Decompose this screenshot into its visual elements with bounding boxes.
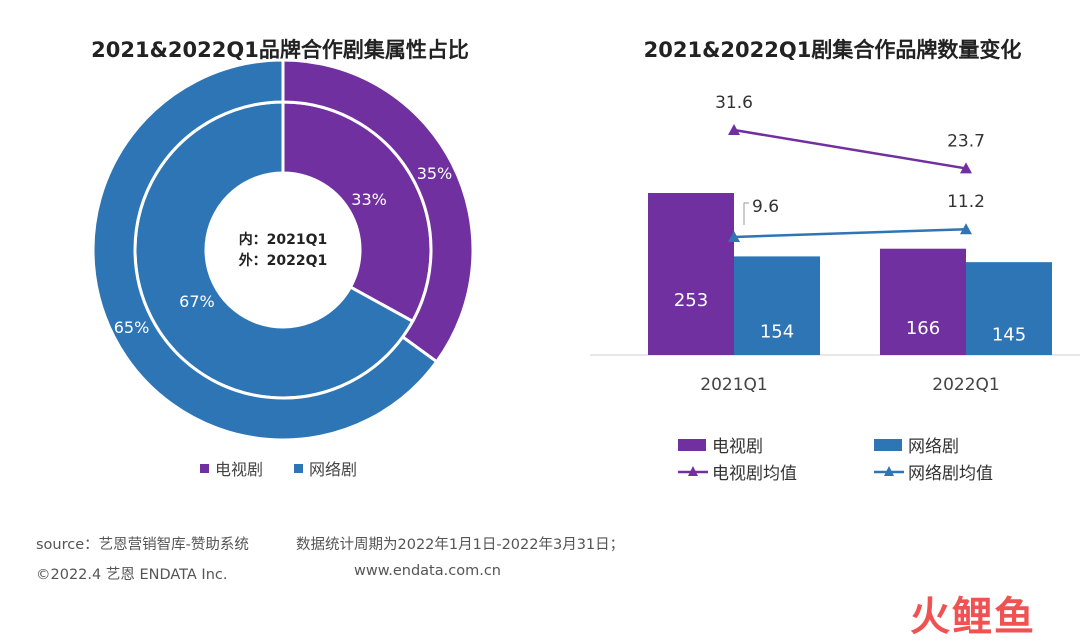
bar-legend-marker-3 xyxy=(884,466,894,476)
donut-legend-swatch-1 xyxy=(294,464,303,473)
avg-marker-1-1 xyxy=(960,223,972,235)
bar-value-label-1-0: 154 xyxy=(760,322,794,343)
avg-marker-0-0 xyxy=(728,124,740,135)
website-note: www.endata.com.cn xyxy=(354,563,501,579)
donut-slice-outer-1 xyxy=(91,58,439,442)
source-note: source：艺恩营销智库-赞助系统 xyxy=(36,537,249,553)
copyright-note: ©2022.4 艺恩 ENDATA Inc. xyxy=(36,567,228,583)
donut-legend-label-0: 电视剧 xyxy=(215,460,263,479)
bar-value-label-1-1: 145 xyxy=(992,325,1026,346)
avg-marker-1-0 xyxy=(728,231,740,242)
bar-legend-label-3: 网络剧均值 xyxy=(908,464,993,484)
donut-label-inner-0: 33% xyxy=(351,190,387,209)
donut-label-outer-1: 65% xyxy=(114,318,150,337)
donut-center-label-outer: 外：2022Q1 xyxy=(239,252,328,269)
donut-legend-swatch-0 xyxy=(200,464,209,473)
bar-value-label-0-0: 253 xyxy=(674,290,708,311)
avg-line-1 xyxy=(733,227,967,239)
bar-legend-swatch-1 xyxy=(874,439,902,451)
bar-0-1 xyxy=(880,248,966,355)
bar-chart-title: 2021&2022Q1剧集合作品牌数量变化 xyxy=(643,38,1022,62)
bar-legend-swatch-0 xyxy=(678,439,706,451)
avg-marker-0-1 xyxy=(960,162,972,174)
x-tick-label-1: 2022Q1 xyxy=(932,375,999,395)
donut-label-inner-1: 67% xyxy=(179,292,215,311)
donut-center-label-inner: 内：2021Q1 xyxy=(239,231,328,248)
bar-legend-label-1: 网络剧 xyxy=(908,437,959,457)
avg-value-label-0-1: 23.7 xyxy=(947,131,985,151)
bar-value-label-0-1: 166 xyxy=(906,318,940,339)
watermark-logo: 火鲤鱼 xyxy=(910,594,1036,640)
bar-0-0 xyxy=(648,193,734,355)
avg-value-label-1-1: 11.2 xyxy=(947,192,985,212)
x-tick-label-0: 2021Q1 xyxy=(700,375,767,395)
donut-label-outer-0: 35% xyxy=(417,164,453,183)
avg-value-label-0-0: 31.6 xyxy=(715,93,753,113)
bar-1-1 xyxy=(966,262,1052,355)
period-note: 数据统计周期为2022年1月1日-2022年3月31日； xyxy=(296,537,625,553)
donut-legend-label-1: 网络剧 xyxy=(309,460,357,479)
avg-label-leader xyxy=(743,202,749,225)
bar-legend-label-2: 电视剧均值 xyxy=(712,464,797,484)
avg-line-0 xyxy=(733,128,967,170)
bar-legend-label-0: 电视剧 xyxy=(712,437,763,457)
avg-value-label-1-0: 9.6 xyxy=(752,197,779,217)
bar-legend-marker-2 xyxy=(688,466,698,476)
donut-chart-title: 2021&2022Q1品牌合作剧集属性占比 xyxy=(91,38,469,62)
bar-1-0 xyxy=(734,256,820,355)
